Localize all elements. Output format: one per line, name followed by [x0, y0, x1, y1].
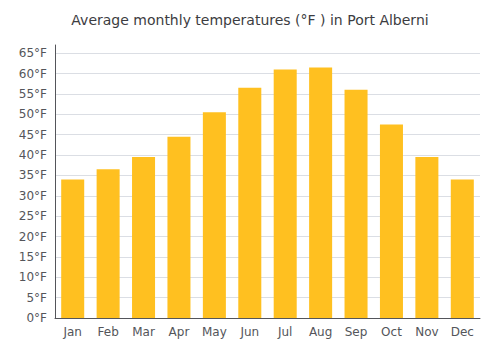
svg-text:5°F: 5°F: [26, 291, 47, 305]
svg-text:Dec: Dec: [451, 325, 474, 339]
svg-text:Nov: Nov: [415, 325, 438, 339]
svg-text:50°F: 50°F: [19, 107, 47, 121]
svg-text:0°F: 0°F: [26, 311, 47, 325]
svg-text:15°F: 15°F: [19, 250, 47, 264]
svg-text:20°F: 20°F: [19, 230, 47, 244]
svg-text:Jan: Jan: [62, 325, 82, 339]
svg-text:10°F: 10°F: [19, 270, 47, 284]
svg-text:60°F: 60°F: [19, 67, 47, 81]
svg-text:Mar: Mar: [132, 325, 155, 339]
svg-text:Jul: Jul: [277, 325, 292, 339]
svg-text:Feb: Feb: [98, 325, 119, 339]
svg-text:May: May: [202, 325, 227, 339]
svg-text:25°F: 25°F: [19, 209, 47, 223]
svg-text:Apr: Apr: [169, 325, 190, 339]
svg-text:Aug: Aug: [309, 325, 332, 339]
svg-text:Oct: Oct: [381, 325, 402, 339]
svg-text:Jun: Jun: [239, 325, 259, 339]
svg-text:45°F: 45°F: [19, 128, 47, 142]
svg-text:40°F: 40°F: [19, 148, 47, 162]
svg-text:35°F: 35°F: [19, 168, 47, 182]
svg-text:Sep: Sep: [345, 325, 368, 339]
svg-text:30°F: 30°F: [19, 189, 47, 203]
svg-text:Average monthly temperatures (: Average monthly temperatures (°F ) in Po…: [71, 12, 428, 28]
svg-text:65°F: 65°F: [19, 46, 47, 60]
svg-text:55°F: 55°F: [19, 87, 47, 101]
